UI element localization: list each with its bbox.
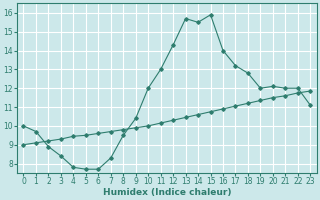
X-axis label: Humidex (Indice chaleur): Humidex (Indice chaleur) <box>103 188 231 197</box>
